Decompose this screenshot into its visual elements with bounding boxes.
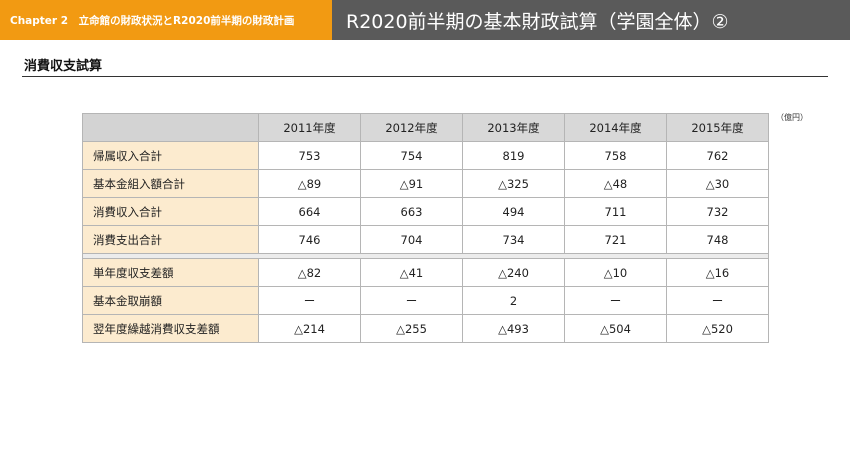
table-corner-cell (82, 113, 259, 142)
table-row: 帰属収入合計 753 754 819 758 762 (82, 141, 769, 170)
chapter-label: Chapter 2 立命館の財政状況とR2020前半期の財政計画 (0, 0, 332, 40)
table-cell: 754 (360, 141, 463, 170)
table-cell: △214 (258, 314, 361, 343)
row-label: 消費収入合計 (82, 197, 259, 226)
table-cell: 819 (462, 141, 565, 170)
table-cell: △82 (258, 258, 361, 287)
column-header: 2015年度 (666, 113, 769, 142)
table-row: 消費支出合計 746 704 734 721 748 (82, 225, 769, 254)
table-cell: △520 (666, 314, 769, 343)
table-row: 基本金組入額合計 △89 △91 △325 △48 △30 (82, 169, 769, 198)
column-header: 2013年度 (462, 113, 565, 142)
table-cell: 753 (258, 141, 361, 170)
table-cell: ー (564, 286, 667, 315)
table-cell: △16 (666, 258, 769, 287)
table-cell: 494 (462, 197, 565, 226)
table-cell: 748 (666, 225, 769, 254)
table-cell: ー (666, 286, 769, 315)
section-divider (22, 76, 828, 77)
table-cell: 762 (666, 141, 769, 170)
table-row: 単年度収支差額 △82 △41 △240 △10 △16 (82, 258, 769, 287)
table-cell: 746 (258, 225, 361, 254)
table-cell: 664 (258, 197, 361, 226)
row-label: 単年度収支差額 (82, 258, 259, 287)
table-row: 基本金取崩額 ー ー 2 ー ー (82, 286, 769, 315)
table-cell: △10 (564, 258, 667, 287)
table-cell: 734 (462, 225, 565, 254)
column-header: 2012年度 (360, 113, 463, 142)
table-cell: 2 (462, 286, 565, 315)
table-cell: 711 (564, 197, 667, 226)
page-title: R2020前半期の基本財政試算（学園全体）② (332, 0, 850, 40)
table-cell: △240 (462, 258, 565, 287)
table-cell: △91 (360, 169, 463, 198)
table-header-row: 2011年度 2012年度 2013年度 2014年度 2015年度 (82, 113, 769, 142)
column-header: 2014年度 (564, 113, 667, 142)
table-cell: ー (360, 286, 463, 315)
table-row: 翌年度繰越消費収支差額 △214 △255 △493 △504 △520 (82, 314, 769, 343)
row-label: 基本金組入額合計 (82, 169, 259, 198)
table-cell: △504 (564, 314, 667, 343)
unit-label: （億円） (776, 113, 808, 122)
budget-table: 2011年度 2012年度 2013年度 2014年度 2015年度 帰属収入合… (82, 113, 769, 343)
table-cell: 758 (564, 141, 667, 170)
table-cell: △48 (564, 169, 667, 198)
table-cell: △89 (258, 169, 361, 198)
section-title: 消費収支試算 (24, 59, 103, 74)
table-cell: ー (258, 286, 361, 315)
row-label: 帰属収入合計 (82, 141, 259, 170)
table-cell: △493 (462, 314, 565, 343)
row-label: 消費支出合計 (82, 225, 259, 254)
table-cell: 732 (666, 197, 769, 226)
table-cell: △41 (360, 258, 463, 287)
table-cell: △255 (360, 314, 463, 343)
column-header: 2011年度 (258, 113, 361, 142)
row-label: 基本金取崩額 (82, 286, 259, 315)
table-cell: △30 (666, 169, 769, 198)
table-cell: 704 (360, 225, 463, 254)
page-header: Chapter 2 立命館の財政状況とR2020前半期の財政計画 R2020前半… (0, 0, 850, 40)
table-cell: 721 (564, 225, 667, 254)
row-label: 翌年度繰越消費収支差額 (82, 314, 259, 343)
table-cell: 663 (360, 197, 463, 226)
table-row: 消費収入合計 664 663 494 711 732 (82, 197, 769, 226)
table-cell: △325 (462, 169, 565, 198)
